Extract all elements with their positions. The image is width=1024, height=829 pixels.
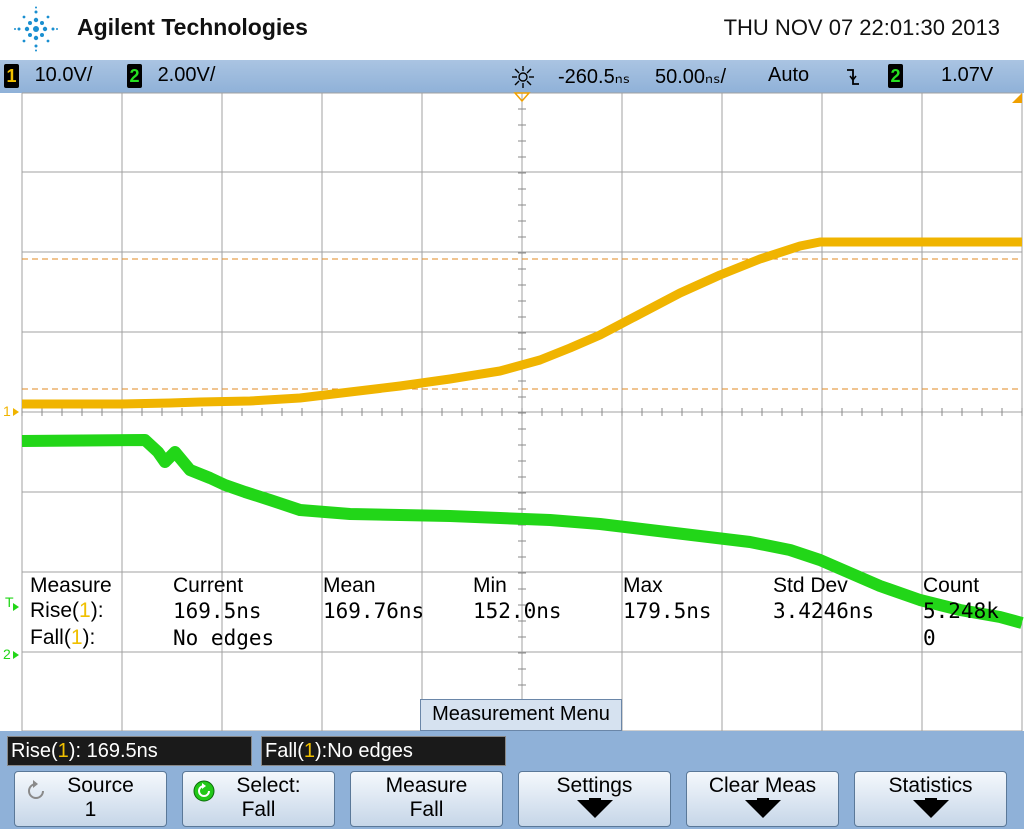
brand-name: Agilent Technologies	[77, 14, 308, 40]
waveform-display[interactable]: 1 T 2	[0, 0, 1024, 731]
meas-rise-current: 169.5ns	[173, 599, 262, 623]
ch2-ground-arrow	[13, 651, 19, 659]
select-value: Fall	[241, 798, 276, 821]
trigger-arrow	[13, 603, 19, 611]
trigger-mode[interactable]: Auto	[768, 64, 810, 86]
delay-icon	[512, 66, 534, 88]
ch2-scale-readout[interactable]: 2 2.00V/	[127, 64, 215, 88]
delay-readout[interactable]: -260.5ₙₛ	[558, 66, 631, 88]
arrow-down-icon	[577, 800, 613, 818]
meas-header-count: Count	[923, 574, 980, 597]
trigger-source[interactable]: 2	[888, 64, 903, 88]
rotate-green-icon	[193, 780, 215, 802]
ch1-waveform	[22, 237, 1022, 409]
meas-header-current: Current	[173, 574, 244, 597]
trigger-source-badge: 2	[888, 64, 903, 88]
ch2-ground-marker[interactable]: 2	[3, 646, 11, 662]
source-softkey[interactable]: Source 1	[14, 771, 167, 827]
ch1-ground-arrow	[13, 408, 19, 416]
source-label: Source	[67, 774, 134, 797]
statistics-label: Statistics	[888, 774, 973, 797]
meas-fall-count: 0	[923, 626, 936, 650]
trigger-level[interactable]: 1.07V	[941, 64, 994, 86]
ch2-scale: 2.00V/	[157, 64, 216, 87]
arrow-down-icon	[745, 800, 781, 818]
meas-header-std-dev: Std Dev	[773, 574, 848, 597]
date-time: THU NOV 07 22:01:30 2013	[723, 15, 1000, 40]
ch1-ground-marker[interactable]: 1	[3, 403, 11, 419]
ch1-scale: 10.0V/	[34, 64, 93, 87]
timebase-readout[interactable]: 50.00ₙₛ/	[655, 66, 727, 88]
measurement-menu-title: Measurement Menu	[420, 699, 622, 731]
rotate-icon	[28, 780, 44, 799]
fall-readout: Fall(1):No edges	[261, 736, 506, 766]
clear-meas-softkey[interactable]: Clear Meas	[686, 771, 839, 827]
falling-edge-icon	[847, 69, 859, 85]
meas-rise-mean: 169.76ns	[323, 599, 425, 623]
softkey-bar: Rise(1): 169.5ns Fall(1):No edges Source…	[0, 731, 1024, 829]
clear-meas-label: Clear Meas	[708, 774, 817, 797]
measure-fall-softkey[interactable]: Measure Fall	[350, 771, 503, 827]
select-softkey[interactable]: Select: Fall	[182, 771, 335, 827]
trigger-level-marker-left[interactable]: T	[5, 594, 14, 610]
ch2-badge: 2	[127, 64, 142, 88]
ch1-scale-readout[interactable]: 1 10.0V/	[4, 64, 92, 88]
meas-header-mean: Mean	[323, 574, 376, 597]
agilent-logo-icon	[14, 6, 58, 52]
meas-fall-current: No edges	[173, 626, 275, 650]
trigger-position-marker	[513, 92, 531, 103]
statistics-softkey[interactable]: Statistics	[854, 771, 1007, 827]
meas-rise-min: 152.0ns	[473, 599, 562, 623]
measure-value: Fall	[409, 798, 444, 821]
arrow-down-icon	[913, 800, 949, 818]
meas-header-min: Min	[473, 574, 507, 597]
select-label: Select:	[236, 774, 301, 797]
trigger-level-marker	[1012, 93, 1022, 103]
meas-row-rise-label: Rise(1):	[30, 599, 104, 622]
meas-header-measure: Measure	[30, 574, 112, 597]
meas-rise-count: 5.248k	[923, 599, 999, 623]
ch1-badge: 1	[4, 64, 19, 88]
measure-label: Measure	[385, 774, 468, 797]
meas-header-max: Max	[623, 574, 663, 597]
ch2-waveform	[21, 434, 1024, 629]
header: Agilent Technologies THU NOV 07 22:01:30…	[0, 0, 1024, 60]
meas-row-fall-label: Fall(1):	[30, 626, 96, 649]
settings-label: Settings	[556, 774, 633, 797]
rise-readout: Rise(1): 169.5ns	[7, 736, 252, 766]
meas-rise-max: 179.5ns	[623, 599, 712, 623]
status-bar: 1 10.0V/ 2 2.00V/ -260.5ₙₛ 50.00ₙₛ/ Auto…	[0, 60, 1024, 93]
source-value: 1	[84, 798, 97, 821]
meas-rise-std-dev: 3.4246ns	[773, 599, 875, 623]
settings-softkey[interactable]: Settings	[518, 771, 671, 827]
